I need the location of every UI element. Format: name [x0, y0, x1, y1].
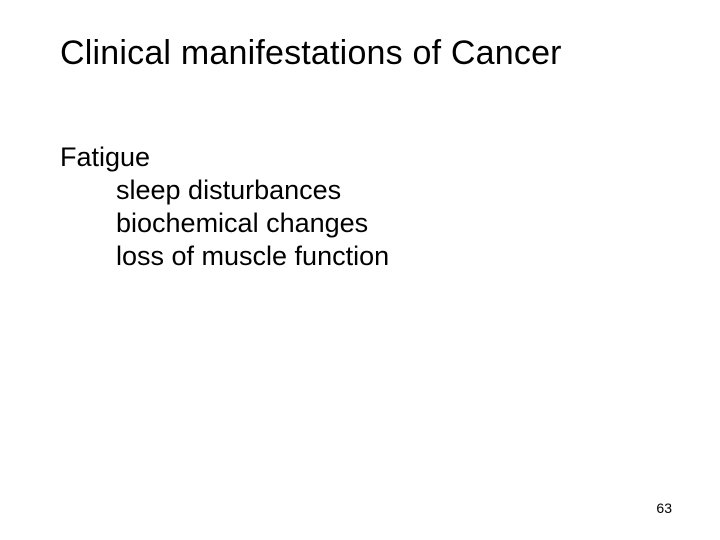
- bullet-item: loss of muscle function: [60, 240, 660, 273]
- slide-title: Clinical manifestations of Cancer: [60, 34, 660, 73]
- slide: Clinical manifestations of Cancer Fatigu…: [0, 0, 720, 540]
- bullet-item: sleep disturbances: [60, 174, 660, 207]
- slide-body: Fatigue sleep disturbances biochemical c…: [60, 141, 660, 273]
- page-number: 63: [656, 500, 672, 516]
- topic-heading: Fatigue: [60, 141, 660, 174]
- bullet-item: biochemical changes: [60, 207, 660, 240]
